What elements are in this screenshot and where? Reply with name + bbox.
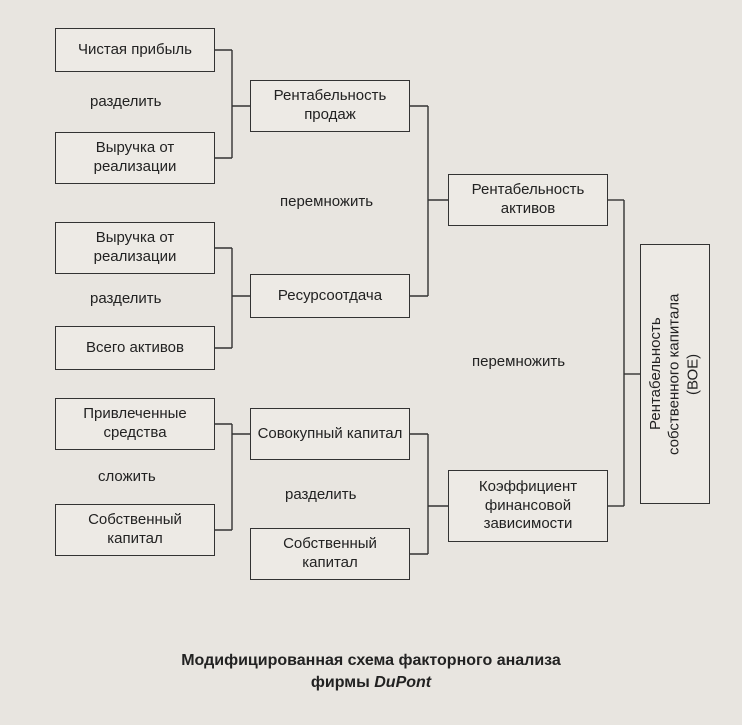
node-return-on-sales: Рентабельность продаж <box>250 80 410 132</box>
op-divide-2: разделить <box>90 290 161 307</box>
node-net-profit: Чистая прибыль <box>55 28 215 72</box>
node-return-on-assets: Рентабельность активов <box>448 174 608 226</box>
node-roe: Рентабельность собственного капитала (ВО… <box>640 244 710 504</box>
op-divide-3: разделить <box>285 486 356 503</box>
node-revenue-2: Выручка от реализации <box>55 222 215 274</box>
node-asset-turnover: Ресурсоотдача <box>250 274 410 318</box>
node-fin-dependency: Коэффициент финансовой зависимости <box>448 470 608 542</box>
diagram-canvas: Чистая прибыль Выручка от реализации Выр… <box>0 0 742 725</box>
caption: Модифицированная схема факторного анализ… <box>0 650 742 693</box>
node-equity-2: Собственный капитал <box>250 528 410 580</box>
op-multiply-2: перемножить <box>472 353 565 370</box>
node-revenue-1: Выручка от реализации <box>55 132 215 184</box>
op-divide-1: разделить <box>90 93 161 110</box>
node-total-assets: Всего активов <box>55 326 215 370</box>
node-total-capital: Совокупный капитал <box>250 408 410 460</box>
op-add: сложить <box>98 468 156 485</box>
node-borrowed-funds: Привлеченные средства <box>55 398 215 450</box>
op-multiply-1: перемножить <box>280 193 373 210</box>
node-equity-1: Собственный капитал <box>55 504 215 556</box>
